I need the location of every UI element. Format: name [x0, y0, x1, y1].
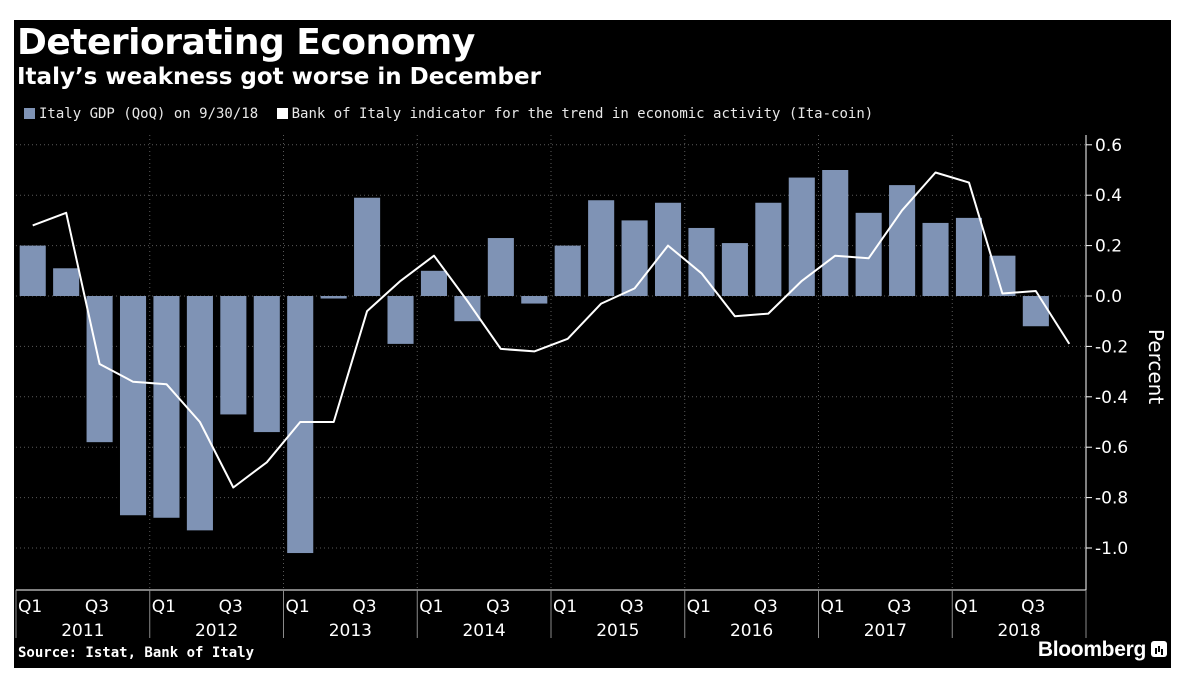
x-year-label: 2012 — [195, 621, 238, 641]
y-axis-title: Percent — [1144, 329, 1168, 404]
y-tick-label: 0.4 — [1095, 186, 1122, 206]
legend-label-gdp: Italy GDP (QoQ) on 9/30/18 — [39, 106, 259, 122]
itacoin-line — [32, 171, 1071, 489]
legend-item-itacoin: Bank of Italy indicator for the trend in… — [276, 106, 874, 122]
x-quarter-label: Q3 — [620, 597, 644, 617]
x-year-label: 2014 — [462, 621, 505, 641]
x-quarter-label: Q1 — [18, 597, 42, 617]
gdp-bar — [153, 296, 180, 518]
source-note: Source: Istat, Bank of Italy — [18, 645, 255, 661]
gdp-bar — [755, 202, 782, 296]
x-quarter-label: Q3 — [887, 597, 911, 617]
y-tick-label: -0.6 — [1095, 438, 1128, 458]
legend-swatch-gdp — [24, 108, 35, 119]
bloomberg-chart-icon — [1151, 641, 1167, 657]
x-quarter-label: Q1 — [821, 597, 845, 617]
chart-title: Deteriorating Economy — [17, 22, 475, 63]
legend-label-itacoin: Bank of Italy indicator for the trend in… — [291, 106, 874, 122]
x-quarter-label: Q3 — [352, 597, 376, 617]
chart-subtitle: Italy’s weakness got worse in December — [17, 64, 541, 90]
gdp-bar — [588, 200, 615, 296]
x-quarter-label: Q1 — [553, 597, 577, 617]
legend-swatch-itacoin — [276, 108, 288, 119]
x-year-label: 2015 — [596, 621, 639, 641]
gdp-bar — [220, 296, 247, 415]
brand-name: Bloomberg — [1037, 638, 1146, 661]
gdp-bar — [654, 202, 682, 296]
y-tick-label: -0.4 — [1095, 388, 1128, 408]
gdp-bar — [19, 245, 46, 296]
gdp-bar — [387, 296, 414, 344]
x-quarter-label: Q3 — [754, 597, 778, 617]
y-tick-label: -0.2 — [1095, 337, 1128, 357]
gdp-bar — [253, 296, 280, 433]
x-quarter-label: Q1 — [419, 597, 443, 617]
x-year-label: 2018 — [997, 621, 1040, 641]
y-tick-label: -0.8 — [1095, 489, 1128, 509]
x-quarter-label: Q1 — [954, 597, 978, 617]
gdp-bar — [1022, 296, 1049, 327]
chart-frame: Deteriorating Economy Italy’s weakness g… — [14, 20, 1171, 668]
legend-item-gdp: Italy GDP (QoQ) on 9/30/18 — [24, 106, 258, 122]
gdp-bar — [354, 197, 381, 296]
gdp-bar — [320, 296, 347, 299]
gdp-bar — [788, 177, 815, 296]
brand-logo: Bloomberg — [1038, 638, 1167, 662]
gdp-bar — [721, 243, 748, 296]
x-quarter-label: Q3 — [1021, 597, 1045, 617]
y-tick-label: -1.0 — [1095, 539, 1128, 559]
gdp-bar — [621, 220, 648, 296]
x-quarter-label: Q1 — [152, 597, 176, 617]
x-year-label: 2016 — [730, 621, 773, 641]
x-quarter-label: Q1 — [687, 597, 711, 617]
gdp-bar — [487, 238, 514, 296]
gdp-bar — [889, 185, 916, 296]
x-quarter-label: Q3 — [486, 597, 510, 617]
chart-plot: 0.6 0.4 0.2 0.0 -0.2 -0.4 -0.6 -0.8 -1.0 Percent Q… — [15, 135, 1168, 641]
legend: Italy GDP (QoQ) on 9/30/18 Bank of Italy… — [24, 106, 883, 122]
y-tick-label: 0.2 — [1095, 237, 1122, 257]
y-tick-label: 0.0 — [1095, 287, 1122, 307]
x-quarter-label: Q3 — [85, 597, 109, 617]
gdp-bar — [955, 217, 983, 296]
x-year-label: 2011 — [61, 621, 104, 641]
gdp-bar — [420, 270, 448, 296]
x-year-label: 2013 — [329, 621, 372, 641]
y-tick-label: 0.6 — [1095, 136, 1122, 156]
gdp-bar — [287, 296, 314, 554]
x-year-label: 2017 — [864, 621, 907, 641]
gdp-bar — [855, 212, 882, 296]
gdp-bar — [922, 222, 949, 296]
gdp-bar — [822, 170, 849, 296]
gdp-bar — [119, 296, 147, 516]
x-quarter-label: Q3 — [219, 597, 243, 617]
gdp-bar — [554, 245, 581, 296]
x-quarter-label: Q1 — [286, 597, 310, 617]
gdp-bar — [53, 268, 80, 296]
gdp-bar — [521, 296, 548, 304]
